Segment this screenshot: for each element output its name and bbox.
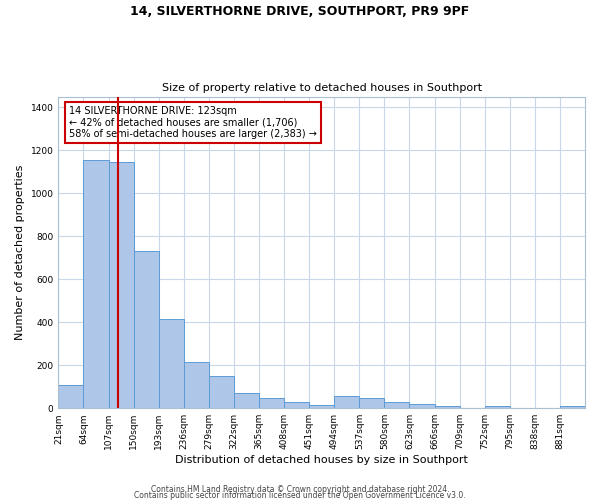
Bar: [309, 405, 334, 408]
Text: 14, SILVERTHORNE DRIVE, SOUTHPORT, PR9 9PF: 14, SILVERTHORNE DRIVE, SOUTHPORT, PR9 9…: [130, 5, 470, 18]
Bar: [434, 406, 460, 408]
Bar: [560, 406, 585, 408]
Bar: [134, 252, 159, 408]
Text: Contains HM Land Registry data © Crown copyright and database right 2024.: Contains HM Land Registry data © Crown c…: [151, 485, 449, 494]
X-axis label: Distribution of detached houses by size in Southport: Distribution of detached houses by size …: [175, 455, 468, 465]
Bar: [334, 396, 359, 408]
Bar: [359, 398, 385, 408]
Bar: [409, 404, 434, 408]
Bar: [284, 402, 309, 408]
Y-axis label: Number of detached properties: Number of detached properties: [15, 164, 25, 340]
Bar: [385, 402, 409, 408]
Bar: [58, 384, 83, 408]
Bar: [109, 162, 134, 408]
Bar: [234, 393, 259, 408]
Text: Contains public sector information licensed under the Open Government Licence v3: Contains public sector information licen…: [134, 491, 466, 500]
Title: Size of property relative to detached houses in Southport: Size of property relative to detached ho…: [161, 83, 482, 93]
Bar: [159, 319, 184, 408]
Text: 14 SILVERTHORNE DRIVE: 123sqm
← 42% of detached houses are smaller (1,706)
58% o: 14 SILVERTHORNE DRIVE: 123sqm ← 42% of d…: [69, 106, 317, 139]
Bar: [184, 362, 209, 408]
Bar: [485, 406, 510, 408]
Bar: [259, 398, 284, 408]
Bar: [83, 160, 109, 408]
Bar: [209, 376, 234, 408]
